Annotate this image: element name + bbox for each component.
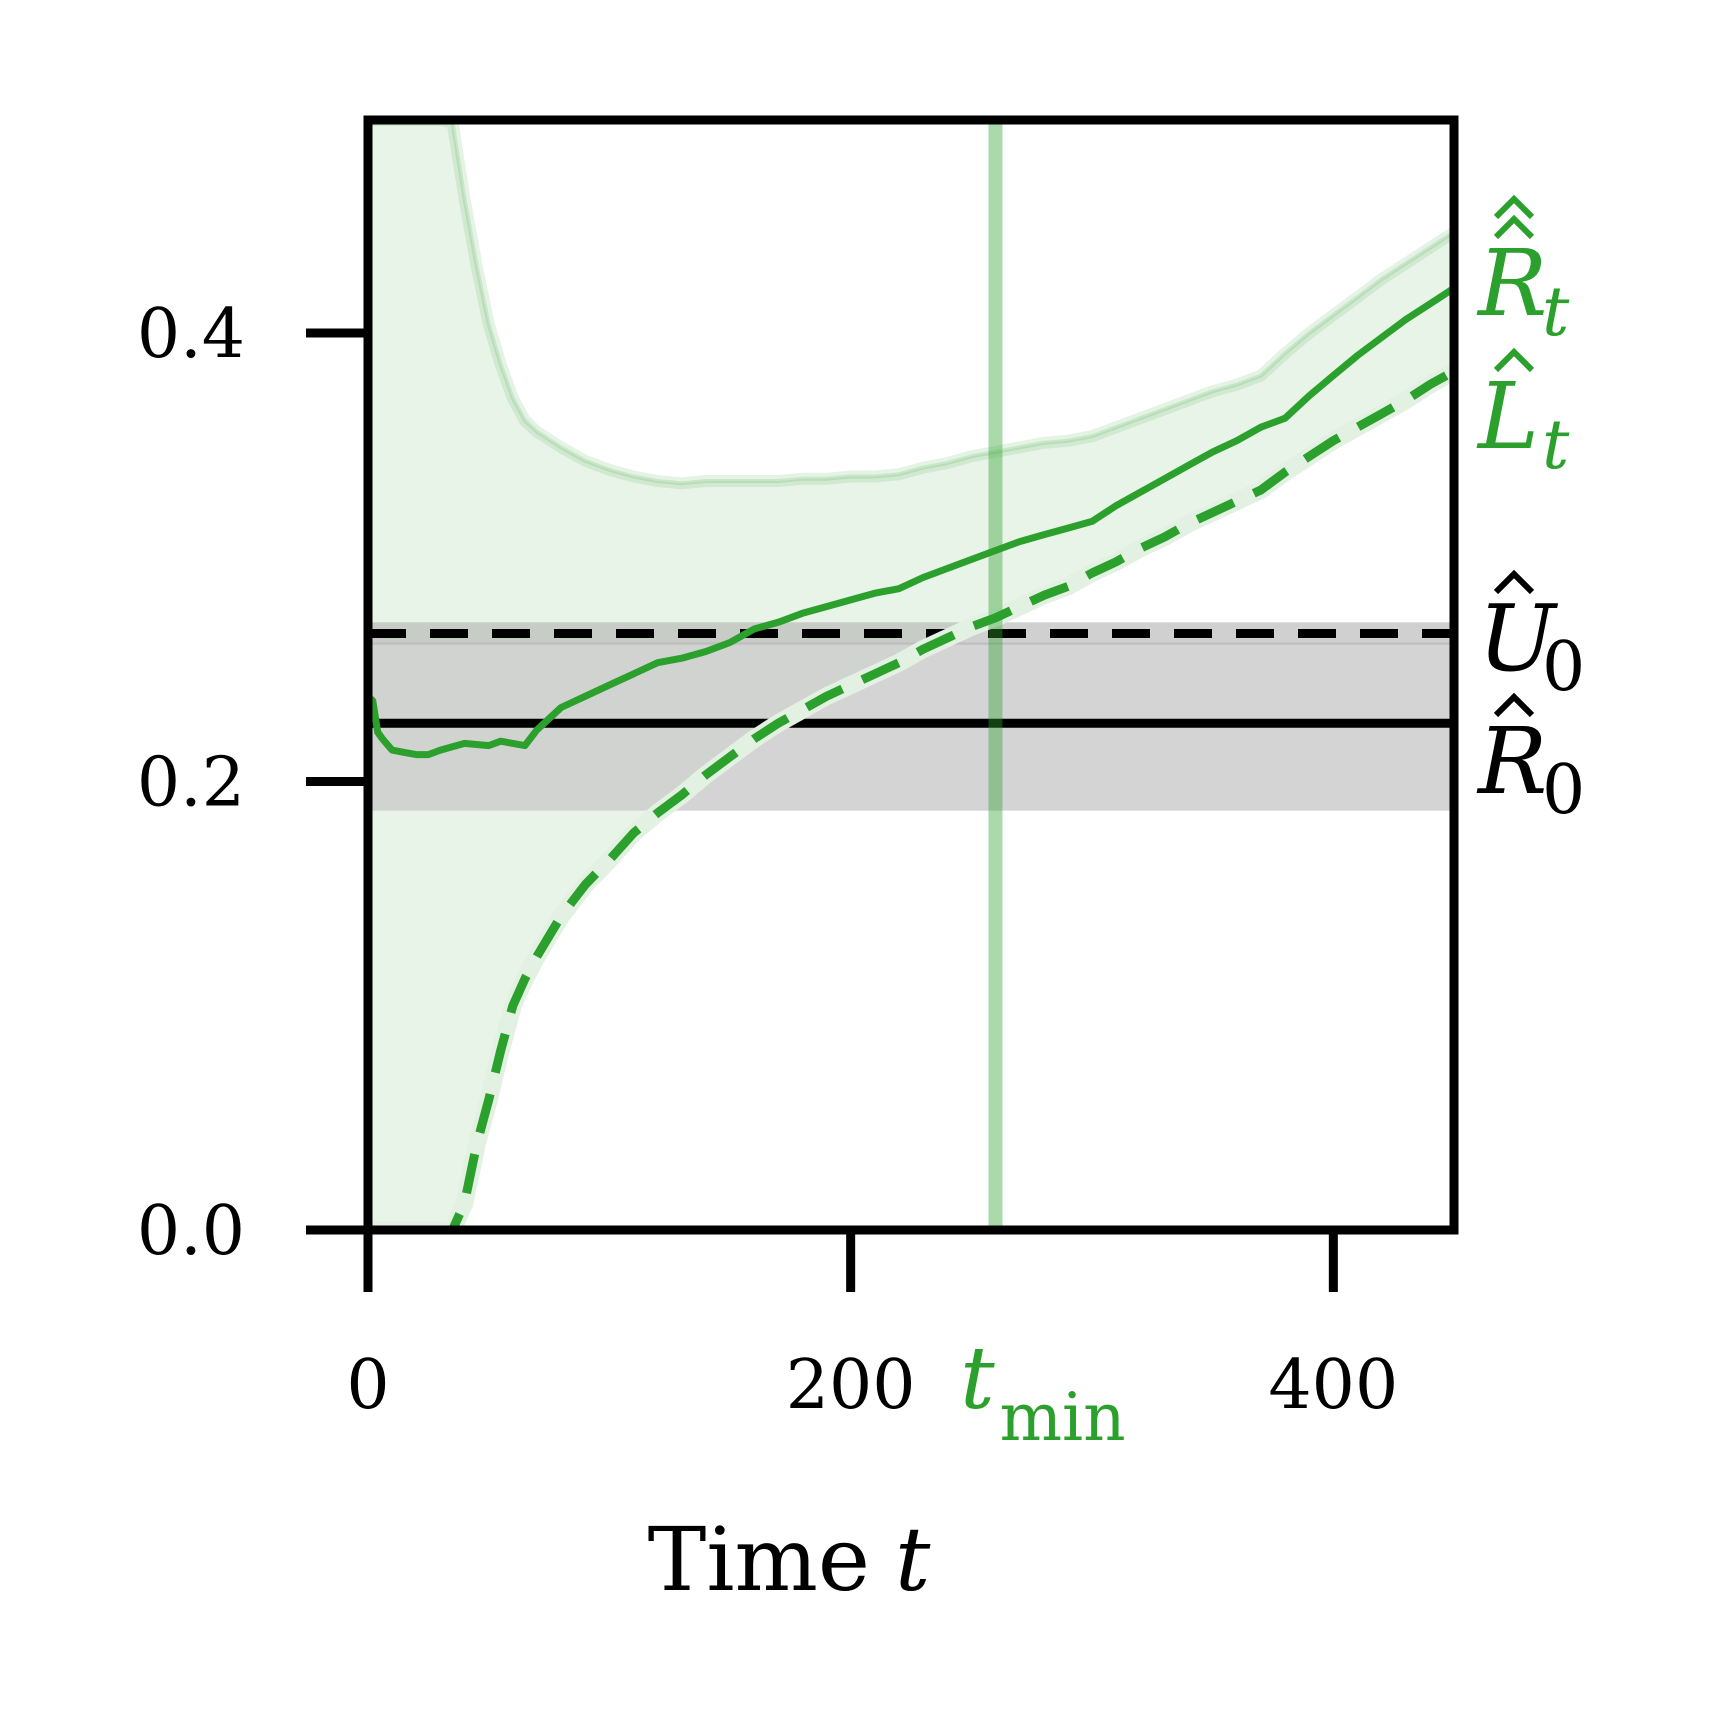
rt-label-sub: t — [1542, 273, 1570, 352]
u0-label-hat-icon — [1493, 569, 1535, 595]
r0-label-sub: 0 — [1542, 751, 1585, 830]
lt-label-sub: t — [1542, 406, 1570, 485]
rt-label-hat2-icon — [1493, 194, 1535, 220]
y-tick-label: 0.2 — [137, 744, 245, 823]
r0-label: R0 — [1476, 692, 1585, 830]
u0-label-sub: 0 — [1542, 628, 1585, 707]
upper-bound-line-halo — [368, 120, 1454, 490]
u0-label-main: U — [1478, 585, 1559, 692]
r0-label-main: R — [1476, 708, 1547, 815]
plot-frame — [363, 115, 1459, 1235]
rt-label: Rt — [1476, 194, 1570, 352]
x-tick-label: 200 — [786, 1346, 916, 1425]
rt-solid-line — [368, 285, 1454, 759]
x-axis-title-var: t — [895, 1508, 931, 1611]
upper-bound-line — [368, 120, 1454, 486]
u0-label: U0 — [1478, 569, 1585, 707]
lt-dashed-line — [368, 367, 1454, 1230]
y-tick-label: 0.0 — [137, 1192, 245, 1271]
axes-frame — [306, 115, 1459, 1292]
lt-label-hat-icon — [1493, 347, 1535, 373]
tmin-label-sub: min — [999, 1379, 1125, 1456]
u0-gray-band — [368, 622, 1454, 645]
lt-label-main: L — [1476, 363, 1539, 470]
y-tick-label: 0.4 — [137, 295, 245, 374]
x-axis-title: Time — [648, 1508, 870, 1611]
x-tick-label: 0 — [346, 1346, 389, 1425]
rt-label-main: R — [1476, 230, 1547, 337]
tmin-label: t — [960, 1329, 995, 1429]
plot-area — [368, 120, 1454, 1230]
x-tick-label: 400 — [1268, 1346, 1398, 1425]
r0-label-hat-icon — [1493, 692, 1535, 718]
rt-label-hat-icon — [1493, 214, 1535, 240]
